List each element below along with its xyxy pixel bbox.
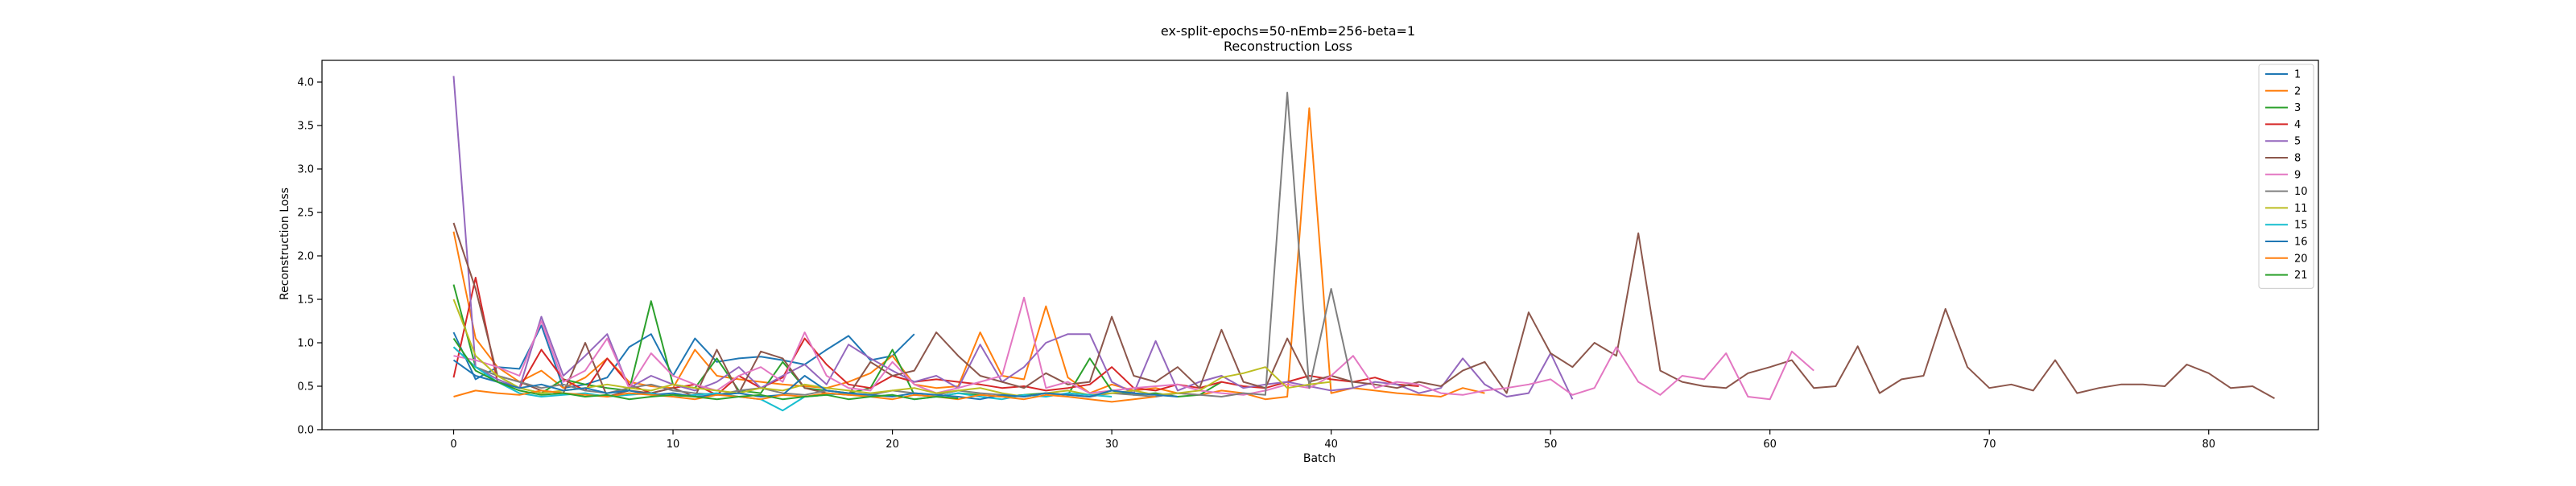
legend-label-2: 2	[2294, 85, 2301, 97]
legend-label-4: 4	[2294, 119, 2301, 131]
series-layer	[452, 76, 2275, 412]
series-line-21	[452, 338, 959, 401]
x-tick-label: 10	[667, 439, 680, 451]
legend-label-8: 8	[2294, 153, 2301, 165]
x-tick-label: 0	[450, 439, 456, 451]
legend-box	[2258, 64, 2314, 289]
y-tick-label: 2.5	[297, 208, 314, 220]
chart-title: ex-split-epochs=50-nEmb=256-beta=1	[1161, 23, 1415, 39]
x-tick-label: 30	[1105, 439, 1119, 451]
series-line-11	[452, 299, 1331, 397]
y-axis-label: Reconstruction Loss	[279, 187, 291, 300]
x-tick-label: 60	[1763, 439, 1777, 451]
series-line-16	[452, 359, 1178, 401]
x-tick-label: 70	[1983, 439, 1996, 451]
legend-label-9: 9	[2294, 169, 2301, 181]
x-tick-label: 50	[1544, 439, 1558, 451]
x-axis-label: Batch	[1303, 452, 1335, 465]
legend-label-3: 3	[2294, 102, 2301, 114]
chart-subtitle: Reconstruction Loss	[1224, 39, 1352, 54]
legend-label-10: 10	[2294, 186, 2308, 198]
legend-label-15: 15	[2294, 220, 2308, 232]
legend: 1 2 3 4 5 8 9 10 11 15 16 20 21	[2258, 64, 2314, 289]
series-line-15	[452, 346, 1113, 412]
series-line-8	[452, 222, 2275, 399]
series-line-4	[452, 277, 1419, 396]
y-tick-label: 3.0	[297, 164, 314, 176]
legend-label-21: 21	[2294, 270, 2308, 282]
legend-label-5: 5	[2294, 136, 2301, 148]
legend-label-16: 16	[2294, 237, 2308, 249]
axes-layer: 0 10 20 30 40 50 60 70 80 0.0 0.5 1.0 1.5 2.0 2.5 3.0 3.…	[297, 60, 2319, 451]
legend-label-20: 20	[2294, 253, 2308, 265]
series-line-9	[453, 296, 1814, 401]
legend-label-11: 11	[2294, 203, 2308, 215]
y-tick-label: 1.0	[297, 338, 314, 350]
y-tick-label: 1.5	[297, 294, 314, 307]
x-tick-label: 20	[886, 439, 899, 451]
legend-label-1: 1	[2294, 69, 2301, 81]
y-tick-label: 2.0	[297, 251, 314, 263]
x-tick-label: 80	[2202, 439, 2215, 451]
y-tick-label: 0.0	[297, 425, 314, 437]
y-tick-label: 0.5	[297, 381, 314, 393]
y-tick-label: 3.5	[297, 121, 314, 133]
series-line-5	[452, 76, 1574, 400]
y-tick-label: 4.0	[297, 77, 314, 89]
plot-frame	[321, 60, 2319, 430]
x-tick-label: 40	[1324, 439, 1338, 451]
